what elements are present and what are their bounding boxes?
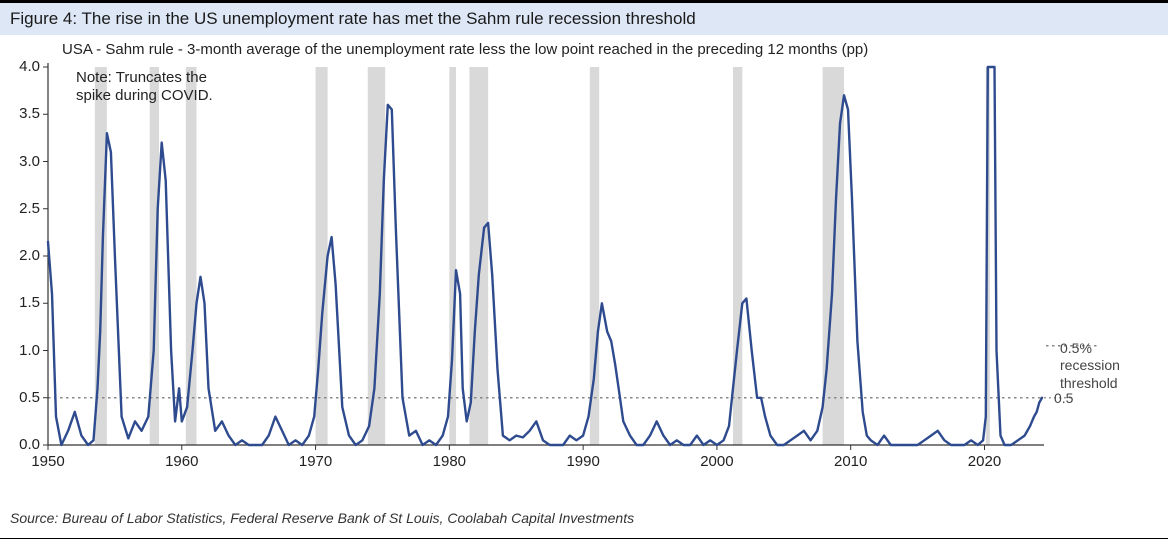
- figure-title: Figure 4: The rise in the US unemploymen…: [0, 3, 1168, 35]
- x-tick-label: 1990: [566, 453, 599, 470]
- x-tick-label: 1980: [433, 453, 466, 470]
- x-tick-label: 1970: [299, 453, 332, 470]
- chart-area: USA - Sahm rule - 3-month average of the…: [0, 35, 1168, 502]
- y-tick-label: 3.5: [8, 105, 40, 122]
- y-tick-label: 2.0: [8, 247, 40, 264]
- x-tick-label: 2020: [968, 453, 1001, 470]
- y-tick-label: 3.0: [8, 153, 40, 170]
- x-tick-label: 2010: [834, 453, 867, 470]
- threshold-label-l2: recession: [1060, 357, 1120, 375]
- y-tick-label: 1.5: [8, 294, 40, 311]
- chart-note-line2: spike during COVID.: [76, 87, 213, 105]
- y-tick-label: 0.0: [8, 436, 40, 453]
- chart-subtitle: USA - Sahm rule - 3-month average of the…: [62, 41, 868, 58]
- figure-container: Figure 4: The rise in the US unemploymen…: [0, 0, 1168, 539]
- end-value-label: 0.5: [1054, 390, 1073, 406]
- chart-note: Note: Truncates the spike during COVID.: [76, 69, 213, 105]
- y-tick-label: 2.5: [8, 200, 40, 217]
- y-tick-label: 4.0: [8, 58, 40, 75]
- x-tick-label: 2000: [700, 453, 733, 470]
- source-line: Source: Bureau of Labor Statistics, Fede…: [0, 502, 1168, 538]
- chart-note-line1: Note: Truncates the: [76, 69, 213, 87]
- y-tick-label: 1.0: [8, 342, 40, 359]
- x-tick-label: 1950: [31, 453, 64, 470]
- chart-svg: [0, 35, 1168, 502]
- threshold-label-l1: 0.5%: [1060, 340, 1120, 358]
- y-tick-label: 0.5: [8, 389, 40, 406]
- x-tick-label: 1960: [165, 453, 198, 470]
- threshold-label: 0.5% recession threshold: [1060, 340, 1120, 393]
